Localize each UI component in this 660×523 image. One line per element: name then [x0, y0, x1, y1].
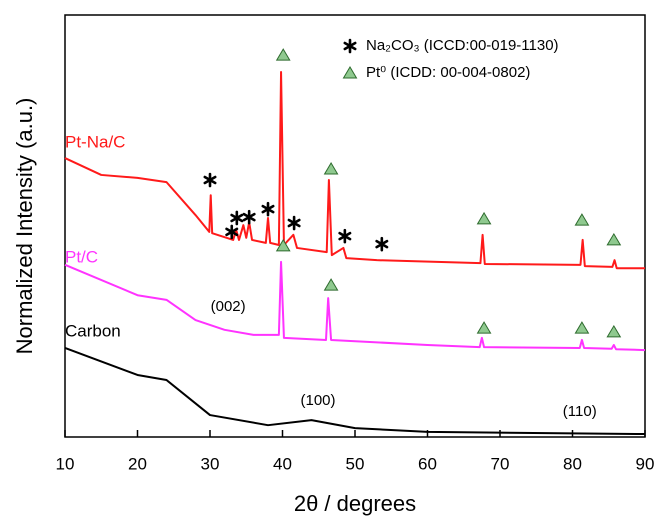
legend-symbol — [342, 66, 358, 79]
peak-marker — [323, 278, 339, 291]
peak-marker — [338, 228, 352, 244]
peak-marker — [606, 232, 622, 246]
peak-marker — [203, 172, 217, 188]
peak-marker — [476, 321, 492, 334]
series-label: Carbon — [65, 321, 121, 340]
x-tick-label: 40 — [273, 454, 292, 473]
x-tick-label: 70 — [491, 454, 510, 473]
legend-label: Na₂CO₃ (ICCD:00-019-1130) — [366, 37, 559, 54]
line — [64, 260, 646, 352]
peak-marker — [574, 213, 590, 226]
series-label: Pt/C — [65, 247, 98, 266]
x-tick-label: 80 — [563, 454, 582, 473]
peak-marker — [287, 215, 301, 231]
peak-marker — [323, 162, 339, 175]
peak-marker — [476, 211, 492, 225]
x-tick-label: 50 — [346, 454, 365, 473]
x-axis-label: 2θ / degrees — [294, 491, 416, 516]
x-tick-label: 20 — [128, 454, 147, 473]
annotation: (100) — [301, 392, 336, 409]
series-label: Pt-Na/C — [65, 133, 125, 152]
peak-marker — [275, 48, 291, 61]
peak-marker — [275, 238, 291, 252]
peak-marker — [230, 210, 244, 226]
peak-marker — [375, 236, 389, 252]
x-tick-label: 10 — [56, 454, 75, 473]
x-tick-label: 30 — [201, 454, 220, 473]
peak-marker — [261, 201, 275, 217]
legend-symbol — [343, 38, 357, 54]
y-axis-label: Normalized Intensity (a.u.) — [12, 98, 37, 355]
peak-marker — [242, 209, 256, 225]
peak-marker — [574, 321, 590, 334]
line — [64, 347, 646, 436]
peak-marker — [606, 324, 622, 338]
line — [64, 70, 645, 270]
x-tick-label: 90 — [636, 454, 655, 473]
legend-label: Pt⁰ (ICDD: 00-004-0802) — [366, 64, 530, 81]
peak-marker — [225, 224, 239, 240]
annotation: (002) — [211, 298, 246, 315]
annotation: (110) — [563, 403, 597, 420]
x-tick-label: 60 — [418, 454, 437, 473]
